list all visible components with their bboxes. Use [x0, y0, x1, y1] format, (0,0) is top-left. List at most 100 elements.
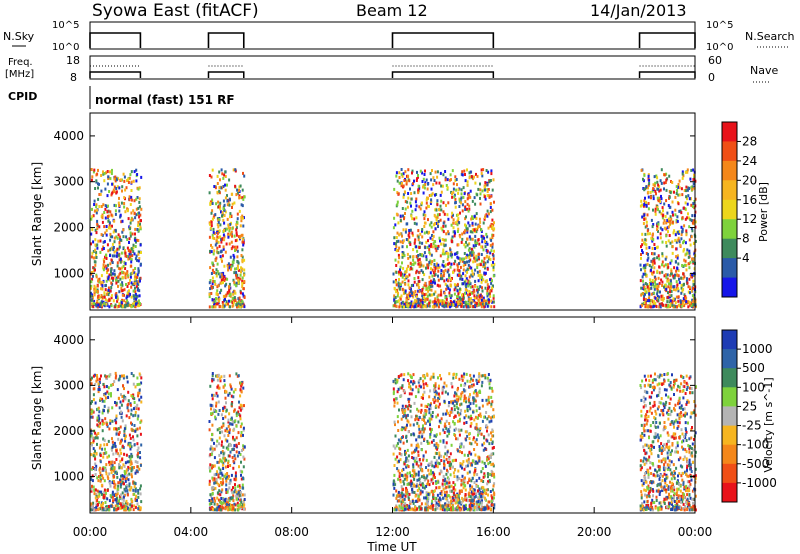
scatter-cell — [660, 278, 663, 282]
scatter-cell — [241, 382, 244, 386]
scatter-cell — [127, 217, 130, 221]
scatter-cell — [678, 179, 681, 183]
power-colorbar-label-5: 8 — [742, 232, 750, 246]
scatter-cell — [464, 173, 466, 176]
scatter-cell — [215, 391, 218, 395]
scatter-cell — [471, 221, 474, 225]
scatter-cell — [101, 447, 104, 451]
scatter-cell — [94, 286, 97, 290]
scatter-cell — [219, 235, 222, 239]
scatter-cell — [474, 202, 477, 206]
scatter-cell — [425, 230, 428, 234]
scatter-cell — [442, 304, 445, 308]
scatter-cell — [665, 172, 668, 176]
scatter-cell — [396, 231, 399, 235]
scatter-cell — [122, 172, 125, 176]
scatter-cell — [126, 291, 129, 295]
scatter-cell — [138, 391, 141, 395]
scatter-cell — [226, 183, 228, 187]
scatter-cell — [444, 224, 447, 228]
scatter-cell — [113, 236, 116, 240]
scatter-cell — [223, 238, 226, 242]
scatter-cell — [236, 212, 239, 216]
scatter-cell — [115, 449, 118, 453]
scatter-cell — [97, 414, 100, 418]
scatter-cell — [648, 182, 651, 185]
scatter-cell — [105, 253, 107, 257]
scatter-cell — [234, 474, 237, 478]
scatter-cell — [224, 196, 227, 200]
scatter-cell — [117, 432, 120, 436]
scatter-cell — [95, 499, 98, 503]
scatter-cell — [674, 233, 677, 237]
scatter-cell — [443, 271, 446, 275]
scatter-cell — [115, 374, 118, 378]
scatter-cell — [134, 227, 137, 231]
scatter-cell — [239, 408, 242, 412]
scatter-cell — [484, 216, 486, 219]
scatter-cell — [450, 278, 453, 282]
scatter-cell — [458, 296, 461, 300]
scatter-cell — [216, 174, 219, 178]
scatter-cell — [127, 441, 130, 445]
scatter-cell — [228, 454, 231, 458]
scatter-cell — [692, 286, 694, 290]
scatter-cell — [661, 206, 664, 210]
scatter-cell — [423, 273, 426, 277]
scatter-cell — [452, 187, 455, 191]
scatter-cell — [92, 302, 95, 305]
scatter-cell — [453, 230, 456, 234]
scatter-cell — [128, 416, 131, 420]
scatter-cell — [415, 295, 418, 299]
scatter-cell — [671, 220, 674, 224]
scatter-cell — [490, 222, 493, 226]
scatter-cell — [133, 401, 136, 404]
scatter-cell — [675, 192, 678, 195]
scatter-cell — [101, 419, 104, 423]
scatter-cell — [456, 295, 459, 298]
scatter-cell — [134, 293, 137, 296]
scatter-cell — [219, 493, 222, 497]
scatter-cell — [219, 178, 221, 182]
scatter-cell — [213, 464, 216, 468]
scatter-cell — [407, 233, 410, 237]
scatter-cell — [90, 412, 93, 415]
scatter-cell — [641, 215, 644, 219]
scatter-cell — [424, 183, 427, 186]
scatter-cell — [439, 239, 441, 243]
scatter-cell — [215, 274, 218, 278]
scatter-cell — [430, 253, 433, 257]
scatter-cell — [120, 286, 123, 290]
scatter-cell — [115, 451, 118, 455]
scatter-cell — [450, 382, 453, 385]
scatter-cell — [647, 256, 650, 260]
scatter-cell — [116, 475, 119, 479]
scatter-cell — [646, 258, 649, 262]
scatter-cell — [423, 225, 426, 228]
scatter-cell — [641, 303, 644, 307]
scatter-cell — [434, 297, 437, 301]
scatter-cell — [472, 383, 475, 387]
scatter-cell — [107, 406, 110, 410]
scatter-cell — [469, 251, 472, 255]
scatter-cell — [137, 391, 140, 395]
scatter-cell — [424, 297, 427, 301]
scatter-cell — [651, 279, 654, 282]
scatter-cell — [468, 176, 471, 180]
scatter-cell — [129, 403, 132, 407]
scatter-cell — [120, 466, 123, 470]
scatter-cell — [493, 305, 496, 309]
scatter-cell — [461, 496, 464, 500]
scatter-cell — [92, 274, 94, 278]
scatter-cell — [116, 487, 119, 491]
scatter-cell — [394, 301, 397, 304]
scatter-cell — [473, 228, 476, 232]
scatter-cell — [126, 380, 129, 384]
scatter-cell — [395, 270, 398, 274]
scatter-cell — [115, 294, 118, 298]
scatter-cell — [452, 221, 455, 225]
scatter-cell — [91, 409, 94, 413]
scatter-cell — [481, 174, 484, 178]
scatter-cell — [103, 443, 106, 447]
scatter-cell — [465, 282, 468, 286]
